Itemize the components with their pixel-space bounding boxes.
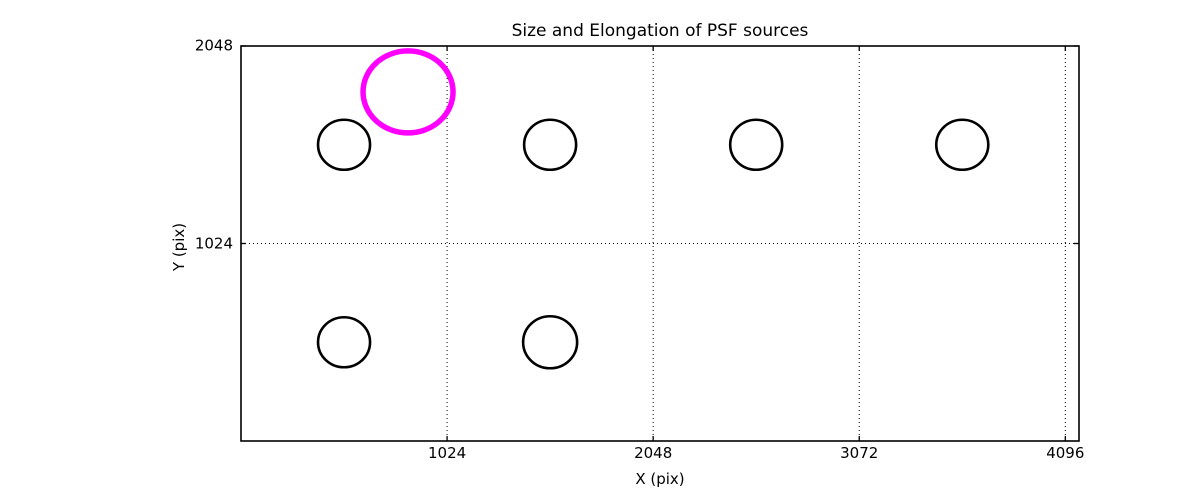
y-tick-label: 1024: [194, 234, 233, 252]
psf-source: [728, 118, 784, 172]
psf-source: [934, 118, 990, 172]
chart-title: Size and Elongation of PSF sources: [511, 21, 809, 41]
psf-source: [316, 118, 372, 172]
psf-source: [522, 118, 578, 172]
x-tick-label: 1024: [427, 444, 467, 462]
x-tick-label: 4096: [1046, 444, 1085, 462]
y-axis-label: Y (pix): [170, 222, 188, 272]
x-tick-label: 3072: [840, 444, 879, 462]
y-tick-label: 2048: [194, 36, 233, 55]
psf-source: [521, 314, 579, 370]
outlier-source: [360, 48, 456, 136]
psf-source: [316, 315, 372, 369]
x-tick-label: 2048: [634, 444, 673, 462]
x-axis-label: X (pix): [635, 470, 685, 488]
